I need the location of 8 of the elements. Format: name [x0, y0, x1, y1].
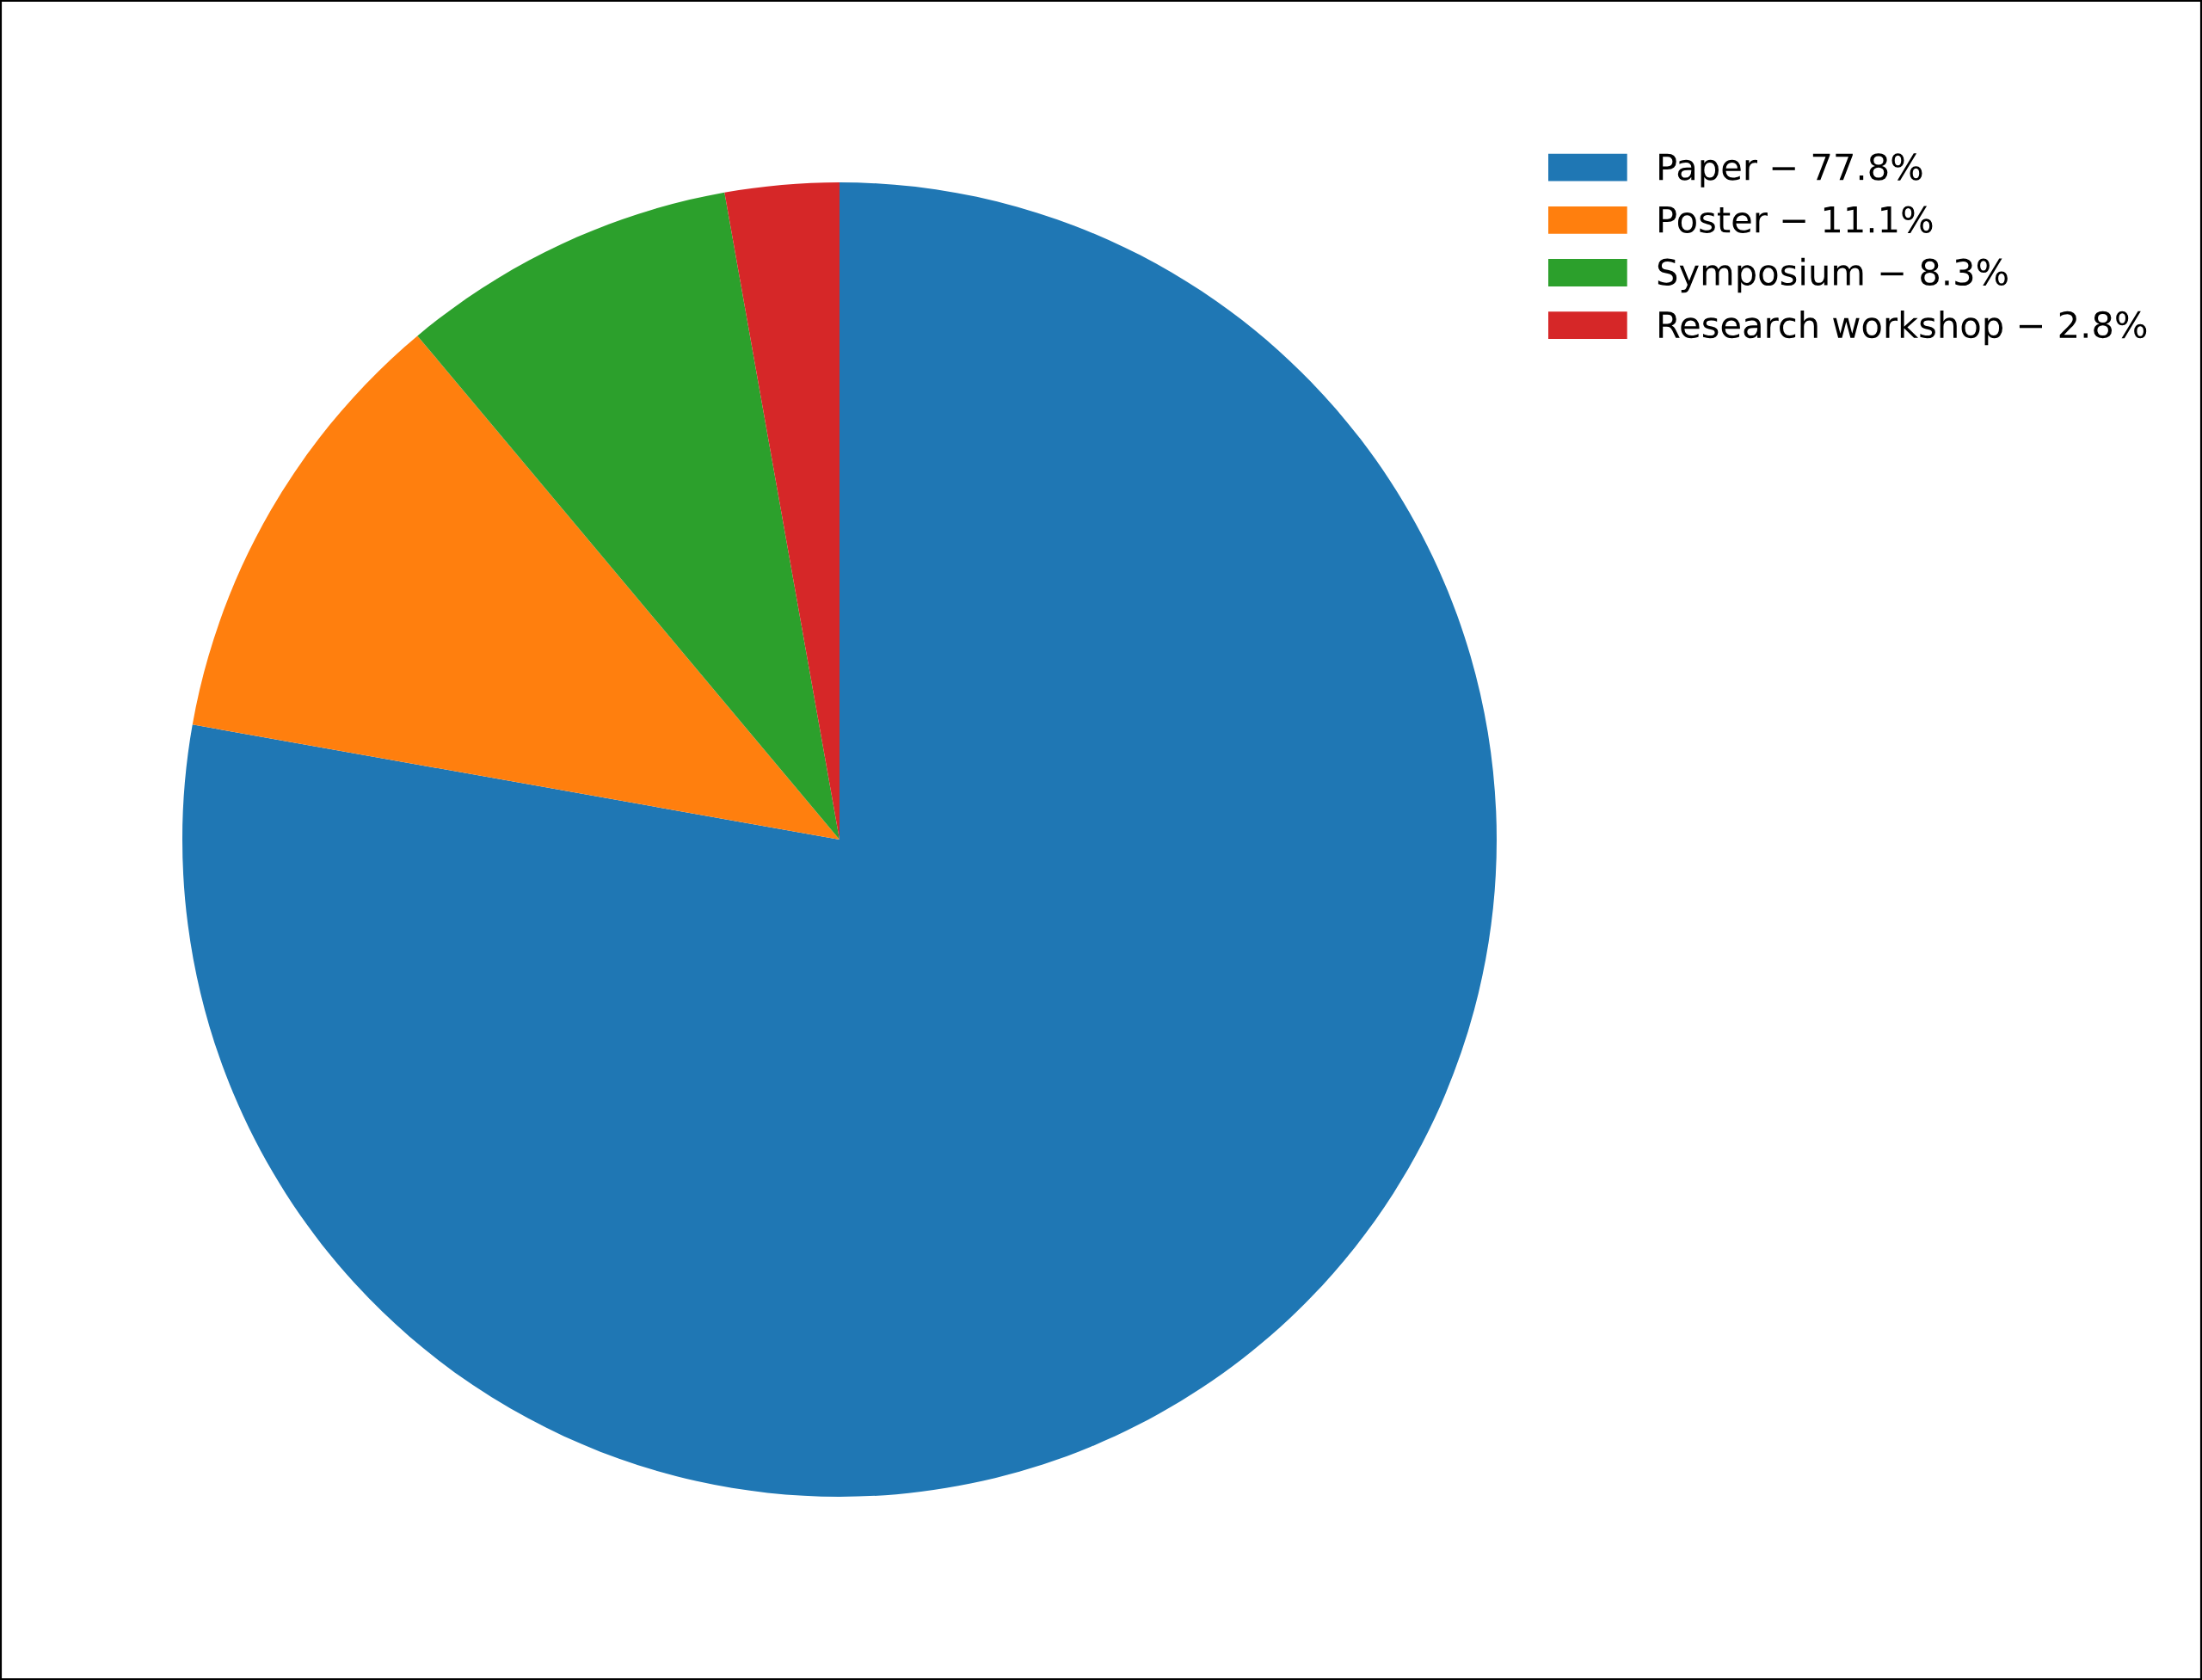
- legend-label: Paper − 77.8%: [1659, 153, 1922, 188]
- pie-slice: [724, 182, 840, 840]
- pie-slice: [417, 192, 840, 840]
- pie-slice: [182, 182, 1497, 1497]
- legend-label: Research workshop − 2.8%: [1659, 310, 2147, 346]
- legend-label: Poster − 11.1%: [1659, 206, 1933, 233]
- pie-slice: [192, 335, 840, 840]
- legend-label: Symposium − 8.3%: [1658, 257, 2008, 293]
